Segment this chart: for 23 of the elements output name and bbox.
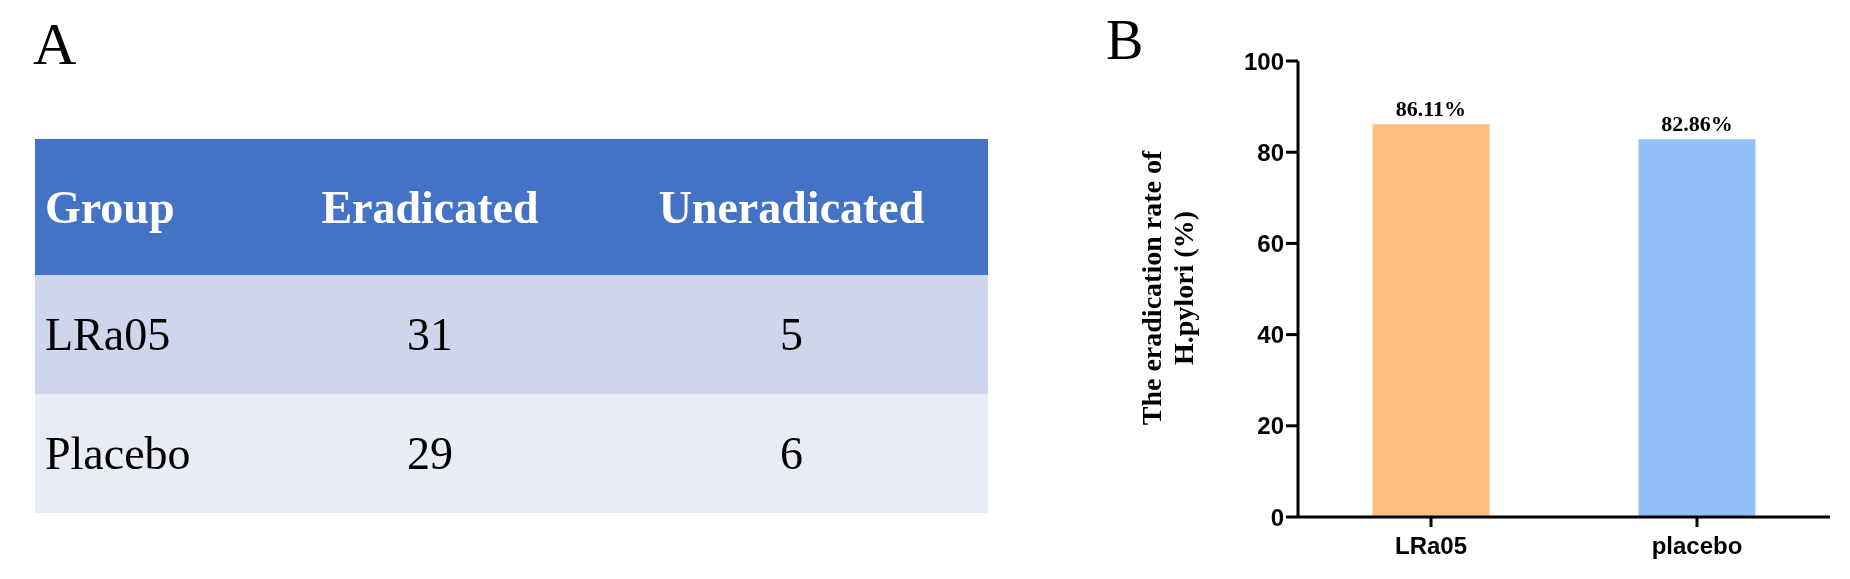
- y-axis-title: Group: [44, 180, 176, 234]
- y-axis-title: The eradication rate of H.pylori (%): [1136, 149, 1200, 428]
- x-tick-label: Uneradicated: [657, 180, 926, 234]
- table-header-shading: Group Eradicated Uneradicated: [35, 139, 988, 275]
- chart-title: A: [33, 10, 77, 79]
- table-row-shading: LRa05 31 5: [35, 275, 988, 394]
- data-label: 86.11%: [1395, 96, 1467, 122]
- data-label: 29: [406, 427, 454, 480]
- table-row-shading: Placebo 29 6: [35, 394, 988, 513]
- y-tick-label: 0: [1270, 503, 1284, 531]
- data-label: 31: [406, 308, 454, 361]
- y-tick-label: 80: [1257, 138, 1284, 166]
- y-tick-label: Placebo: [44, 427, 192, 480]
- x-tick-label: placebo: [1651, 532, 1743, 560]
- y-tick-label: 40: [1257, 321, 1284, 349]
- data-label: 5: [779, 308, 804, 361]
- x-tick-label: Eradicated: [320, 180, 540, 234]
- y-tick-label: 100: [1243, 47, 1284, 75]
- y-tick-label: 60: [1257, 229, 1284, 257]
- data-label: 82.86%: [1661, 111, 1733, 137]
- y-tick-label: 20: [1257, 412, 1284, 440]
- data-label: 6: [779, 427, 804, 480]
- chart-title: B: [1106, 8, 1144, 72]
